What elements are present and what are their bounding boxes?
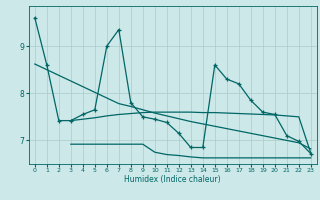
- X-axis label: Humidex (Indice chaleur): Humidex (Indice chaleur): [124, 175, 221, 184]
